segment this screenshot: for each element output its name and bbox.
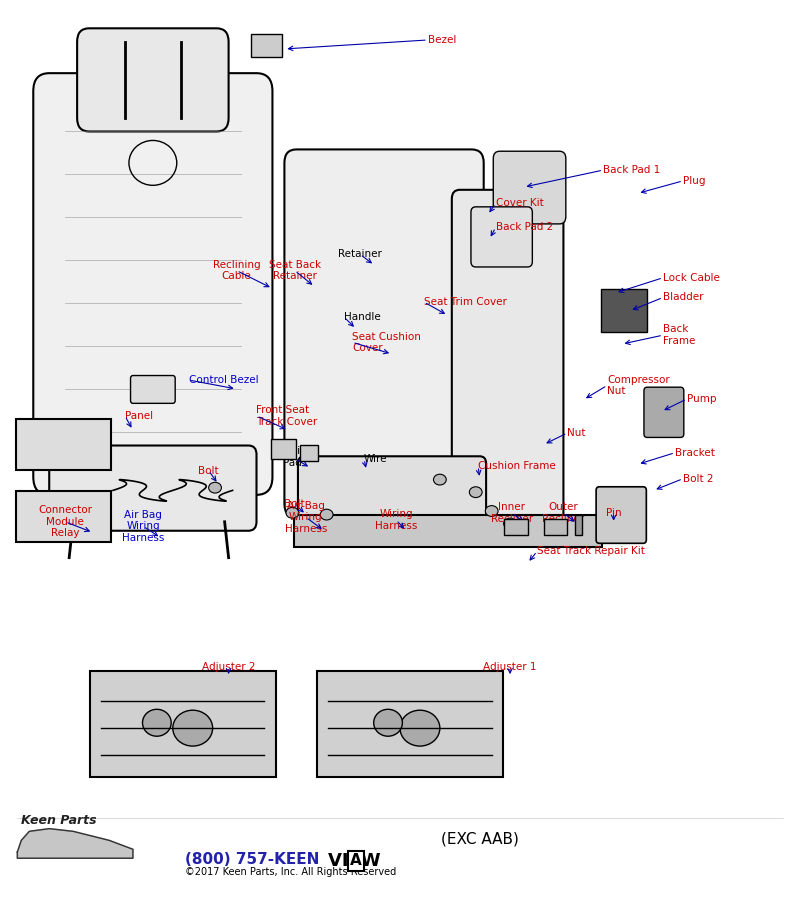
Ellipse shape: [142, 709, 171, 736]
Text: Compressor
Nut: Compressor Nut: [607, 374, 670, 396]
Ellipse shape: [400, 710, 440, 746]
Ellipse shape: [486, 506, 498, 517]
FancyBboxPatch shape: [251, 33, 282, 57]
Text: (800) 757-KEEN: (800) 757-KEEN: [185, 851, 319, 867]
Text: Pin: Pin: [606, 508, 622, 518]
FancyBboxPatch shape: [471, 207, 532, 267]
Text: VIEW: VIEW: [328, 852, 387, 870]
Text: Panel: Panel: [125, 411, 153, 421]
FancyBboxPatch shape: [294, 515, 602, 547]
FancyBboxPatch shape: [16, 419, 110, 470]
FancyBboxPatch shape: [16, 491, 110, 542]
FancyBboxPatch shape: [90, 670, 276, 777]
Text: Wiring
Harness: Wiring Harness: [375, 509, 418, 531]
Ellipse shape: [209, 482, 222, 493]
Text: Plug: Plug: [683, 176, 706, 185]
Bar: [300, 445, 318, 461]
Text: Wire: Wire: [364, 454, 388, 464]
Ellipse shape: [434, 474, 446, 485]
FancyBboxPatch shape: [596, 487, 646, 544]
Ellipse shape: [173, 710, 213, 746]
Text: Back Pad 2: Back Pad 2: [496, 222, 553, 232]
Text: Seat Track Repair Kit: Seat Track Repair Kit: [537, 546, 645, 556]
FancyBboxPatch shape: [298, 456, 486, 529]
FancyBboxPatch shape: [50, 446, 257, 531]
Text: Reclining
Cable: Reclining Cable: [213, 260, 260, 282]
Text: Bracket: Bracket: [675, 447, 715, 458]
Text: Handle: Handle: [344, 312, 381, 322]
FancyBboxPatch shape: [34, 73, 273, 495]
Text: Seat Back
Retainer: Seat Back Retainer: [269, 260, 321, 282]
FancyBboxPatch shape: [285, 149, 484, 517]
Text: Bolt: Bolt: [285, 499, 305, 508]
Text: ©2017 Keen Parts, Inc. All Rights Reserved: ©2017 Keen Parts, Inc. All Rights Reserv…: [185, 867, 396, 877]
Text: Cover Kit: Cover Kit: [496, 198, 543, 208]
Text: Pump: Pump: [687, 394, 717, 404]
Bar: [575, 516, 582, 536]
FancyBboxPatch shape: [77, 28, 229, 131]
Text: Air Bag
Wiring
Harness: Air Bag Wiring Harness: [122, 509, 165, 543]
Text: Adjuster 1: Adjuster 1: [483, 662, 537, 672]
Text: Air Bag
Wiring
Harness: Air Bag Wiring Harness: [285, 500, 327, 534]
Text: Nut: Nut: [567, 428, 586, 438]
FancyBboxPatch shape: [494, 151, 566, 224]
Polygon shape: [18, 829, 133, 859]
Text: A: A: [350, 853, 362, 868]
Ellipse shape: [320, 509, 333, 520]
Text: Bladder: Bladder: [663, 292, 703, 302]
Text: Inner
Recliner: Inner Recliner: [490, 502, 533, 524]
Text: Front Seat
Track Cover: Front Seat Track Cover: [257, 405, 318, 427]
Text: Back Pad 1: Back Pad 1: [603, 165, 661, 176]
Text: Bolt: Bolt: [198, 465, 219, 475]
FancyBboxPatch shape: [601, 289, 647, 331]
Text: Outer
Recliner: Outer Recliner: [542, 502, 585, 524]
Text: Cushion Frame: Cushion Frame: [478, 461, 556, 472]
Text: Seat Trim Cover: Seat Trim Cover: [424, 297, 506, 307]
Text: (EXC AAB): (EXC AAB): [441, 832, 518, 847]
Text: Connector
Module
Relay: Connector Module Relay: [38, 505, 92, 538]
Text: Retainer: Retainer: [338, 249, 382, 259]
FancyBboxPatch shape: [644, 387, 684, 437]
Text: Cushion
Pad: Cushion Pad: [271, 446, 314, 468]
Bar: [543, 519, 567, 536]
Text: Keen Parts: Keen Parts: [22, 814, 97, 827]
Text: Bolt 2: Bolt 2: [683, 473, 714, 483]
FancyBboxPatch shape: [452, 190, 563, 531]
FancyBboxPatch shape: [317, 670, 503, 777]
Bar: [504, 519, 527, 536]
Ellipse shape: [470, 487, 482, 498]
Text: Control Bezel: Control Bezel: [189, 375, 258, 385]
FancyBboxPatch shape: [130, 375, 175, 403]
Text: Back
Frame: Back Frame: [663, 324, 695, 346]
Text: Lock Cable: Lock Cable: [663, 273, 720, 283]
Ellipse shape: [286, 508, 298, 518]
Ellipse shape: [374, 709, 402, 736]
Bar: [271, 439, 296, 459]
Text: Adjuster 2: Adjuster 2: [202, 662, 255, 672]
Text: Bezel: Bezel: [428, 35, 456, 45]
Ellipse shape: [504, 518, 516, 529]
Text: Seat Cushion
Cover: Seat Cushion Cover: [352, 331, 421, 353]
